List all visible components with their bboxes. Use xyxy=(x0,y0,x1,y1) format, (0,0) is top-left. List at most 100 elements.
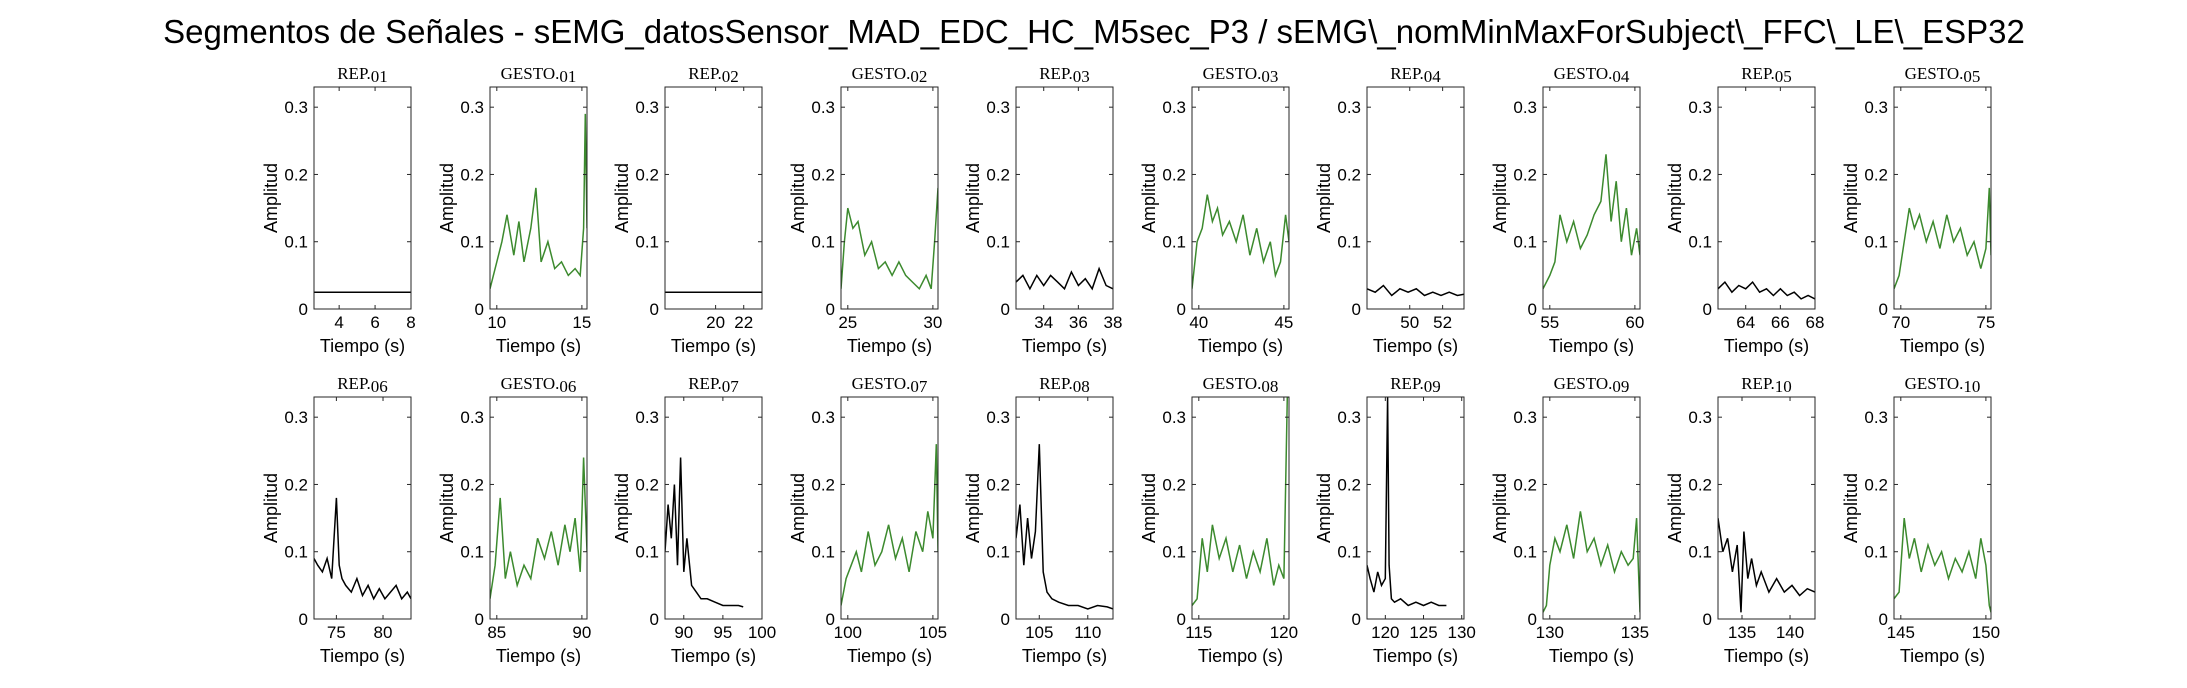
x-axis-label: Tiempo (s) xyxy=(1022,336,1107,356)
y-tick-label: 0.3 xyxy=(460,98,484,117)
y-tick-label: 0.1 xyxy=(460,233,484,252)
y-tick-label: 0.1 xyxy=(811,543,835,562)
series-line-gesto xyxy=(841,187,938,291)
axes-box xyxy=(1717,396,1816,620)
x-axis-label: Tiempo (s) xyxy=(1549,336,1634,356)
y-tick-label: 0.3 xyxy=(1688,408,1712,427)
x-tick-label: 75 xyxy=(327,623,346,642)
y-tick-label: 0.2 xyxy=(986,165,1010,184)
x-axis-label: Tiempo (s) xyxy=(1900,646,1985,666)
y-tick-label: 0.1 xyxy=(1688,233,1712,252)
y-tick-label: 0.1 xyxy=(1162,233,1186,252)
x-tick-label: 55 xyxy=(1540,313,1559,332)
x-tick-label: 8 xyxy=(406,313,415,332)
x-tick-label: 130 xyxy=(1536,623,1564,642)
axes-box xyxy=(1366,396,1465,620)
y-tick-label: 0 xyxy=(826,610,835,629)
axes-box xyxy=(840,86,939,310)
y-tick-label: 0.2 xyxy=(1337,475,1361,494)
subplot-gesto-03: GESTO.03 0 0.1 0.2 0.3 40 45 Tiempo (s) Amplitud xyxy=(1139,64,1293,356)
y-tick-label: 0.1 xyxy=(811,233,835,252)
series-line-gesto xyxy=(1894,518,1991,613)
panel-title: GESTO.08 xyxy=(1203,374,1279,396)
axes-box xyxy=(664,396,763,620)
y-tick-label: 0.2 xyxy=(1688,475,1712,494)
series-line-rep xyxy=(1367,284,1464,297)
y-tick-label: 0.1 xyxy=(986,233,1010,252)
y-tick-label: 0.2 xyxy=(986,475,1010,494)
x-axis-label: Tiempo (s) xyxy=(847,646,932,666)
axes-box xyxy=(313,86,412,310)
axes-box xyxy=(664,86,763,310)
y-axis-label: Amplitud xyxy=(1665,163,1685,233)
series-line-gesto xyxy=(1543,511,1640,613)
subplot-rep-06: REP.06 0 0.1 0.2 0.3 75 80 Tiempo (s) Amplitud xyxy=(261,374,412,666)
panel-title: GESTO.04 xyxy=(1554,64,1630,86)
panel-title: REP.08 xyxy=(1039,374,1090,396)
y-tick-label: 0 xyxy=(475,300,484,319)
series-line-gesto xyxy=(490,113,587,289)
y-tick-label: 0.2 xyxy=(1162,475,1186,494)
axes-box xyxy=(1191,396,1290,620)
panel-title: REP.07 xyxy=(688,374,739,396)
y-tick-label: 0 xyxy=(1703,610,1712,629)
panel-title: REP.05 xyxy=(1741,64,1792,86)
x-tick-label: 105 xyxy=(919,623,947,642)
subplot-rep-07: REP.07 0 0.1 0.2 0.3 90 95 100 Tiempo (s) Amplitu… xyxy=(612,374,776,666)
x-tick-label: 40 xyxy=(1189,313,1208,332)
y-tick-label: 0.2 xyxy=(1513,475,1537,494)
y-tick-label: 0.1 xyxy=(986,543,1010,562)
x-axis-label: Tiempo (s) xyxy=(671,336,756,356)
series-line-rep xyxy=(1367,397,1447,607)
x-tick-label: 75 xyxy=(1976,313,1995,332)
subplot-gesto-07: GESTO.07 0 0.1 0.2 0.3 100 105 Tiempo (s) Amplit… xyxy=(788,374,947,666)
y-tick-label: 0 xyxy=(1528,300,1537,319)
y-axis-label: Amplitud xyxy=(963,473,983,543)
series-line-rep xyxy=(1016,444,1113,610)
subplot-rep-02: REP.02 0 0.1 0.2 0.3 20 22 Tiempo (s) Amplitud xyxy=(612,64,763,356)
y-axis-label: Amplitud xyxy=(437,473,457,543)
x-tick-label: 140 xyxy=(1776,623,1804,642)
y-tick-label: 0.2 xyxy=(284,165,308,184)
subplot-rep-10: REP.10 0 0.1 0.2 0.3 135 140 Tiempo (s) Amplitud xyxy=(1665,374,1816,666)
x-tick-label: 135 xyxy=(1728,623,1756,642)
x-tick-label: 130 xyxy=(1448,623,1476,642)
x-tick-label: 52 xyxy=(1433,313,1452,332)
axes-box xyxy=(1542,396,1641,620)
subplot-gesto-09: GESTO.09 0 0.1 0.2 0.3 130 135 Tiempo (s) Amplit… xyxy=(1490,374,1649,666)
y-axis-label: Amplitud xyxy=(1841,473,1861,543)
x-axis-label: Tiempo (s) xyxy=(847,336,932,356)
y-tick-label: 0.3 xyxy=(1337,408,1361,427)
axes-box xyxy=(1015,396,1114,620)
panel-title: REP.03 xyxy=(1039,64,1090,86)
axes-box xyxy=(313,396,412,620)
y-tick-label: 0.1 xyxy=(460,543,484,562)
y-tick-label: 0.3 xyxy=(1513,98,1537,117)
x-axis-label: Tiempo (s) xyxy=(671,646,756,666)
subplot-gesto-02: GESTO.02 0 0.1 0.2 0.3 25 30 Tiempo (s) Amplitud xyxy=(788,64,942,356)
x-tick-label: 6 xyxy=(370,313,379,332)
x-tick-label: 90 xyxy=(674,623,693,642)
series-line-gesto xyxy=(1894,187,1991,290)
x-tick-label: 60 xyxy=(1625,313,1644,332)
y-tick-label: 0.3 xyxy=(1864,98,1888,117)
y-tick-label: 0.3 xyxy=(1162,98,1186,117)
y-tick-label: 0.2 xyxy=(460,475,484,494)
x-tick-label: 15 xyxy=(572,313,591,332)
x-tick-label: 115 xyxy=(1185,623,1212,642)
y-axis-label: Amplitud xyxy=(1314,163,1334,233)
y-tick-label: 0 xyxy=(1177,300,1186,319)
panel-title: REP.06 xyxy=(337,374,388,396)
series-line-rep xyxy=(1016,266,1113,291)
x-tick-label: 66 xyxy=(1771,313,1790,332)
series-line-rep xyxy=(1718,517,1815,613)
axes-box xyxy=(1893,396,1992,620)
y-tick-label: 0.2 xyxy=(1513,165,1537,184)
y-tick-label: 0.2 xyxy=(635,165,659,184)
y-tick-label: 0 xyxy=(826,300,835,319)
y-tick-label: 0.1 xyxy=(1337,233,1361,252)
y-axis-label: Amplitud xyxy=(1139,163,1159,233)
x-axis-label: Tiempo (s) xyxy=(496,336,581,356)
axes-box xyxy=(1542,86,1641,310)
